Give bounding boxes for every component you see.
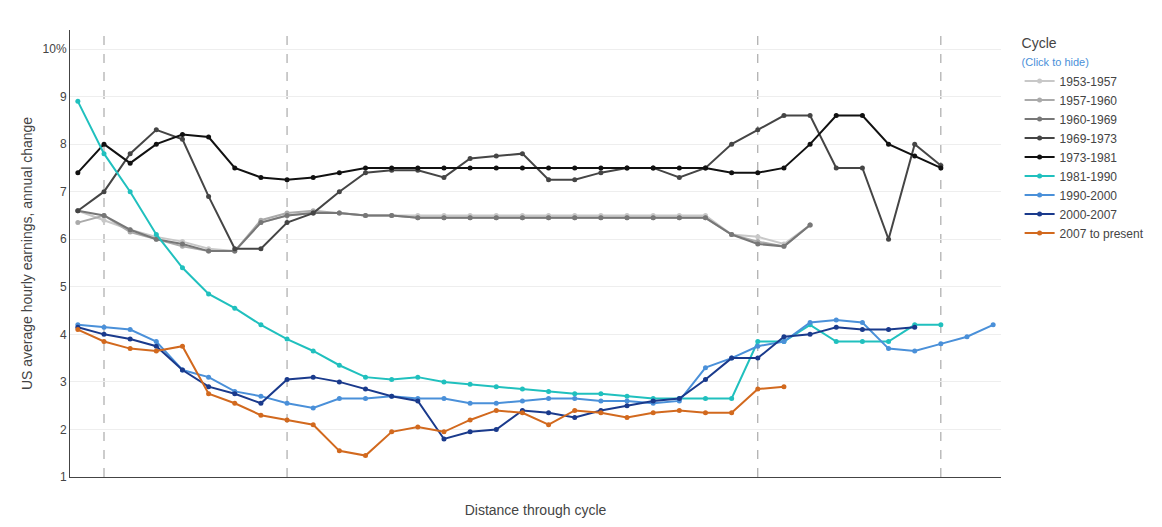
svg-text:2000-2007: 2000-2007 — [1060, 208, 1118, 222]
svg-text:1957-1960: 1957-1960 — [1060, 94, 1118, 108]
svg-text:Cycle(Click to hide): Cycle(Click to hide) — [1022, 35, 1089, 68]
svg-text:2: 2 — [60, 423, 67, 437]
svg-text:1969-1973: 1969-1973 — [1060, 132, 1118, 146]
svg-text:1953-1957: 1953-1957 — [1060, 75, 1118, 89]
svg-text:4: 4 — [60, 328, 67, 342]
svg-text:Distance through cycle: Distance through cycle — [465, 502, 607, 518]
svg-text:1990-2000: 1990-2000 — [1060, 189, 1118, 203]
svg-text:7: 7 — [60, 185, 67, 199]
svg-text:2007 to present: 2007 to present — [1060, 227, 1144, 241]
svg-text:1: 1 — [60, 470, 67, 484]
svg-text:1960-1969: 1960-1969 — [1060, 113, 1118, 127]
svg-text:8: 8 — [60, 137, 67, 151]
svg-text:US average hourly earnings, an: US average hourly earnings, annual chang… — [19, 117, 35, 390]
svg-text:1973-1981: 1973-1981 — [1060, 151, 1118, 165]
svg-text:5: 5 — [60, 280, 67, 294]
svg-text:1981-1990: 1981-1990 — [1060, 170, 1118, 184]
svg-text:9: 9 — [60, 90, 67, 104]
svg-text:6: 6 — [60, 232, 67, 246]
svg-text:3: 3 — [60, 375, 67, 389]
svg-text:10%: 10% — [43, 42, 67, 56]
